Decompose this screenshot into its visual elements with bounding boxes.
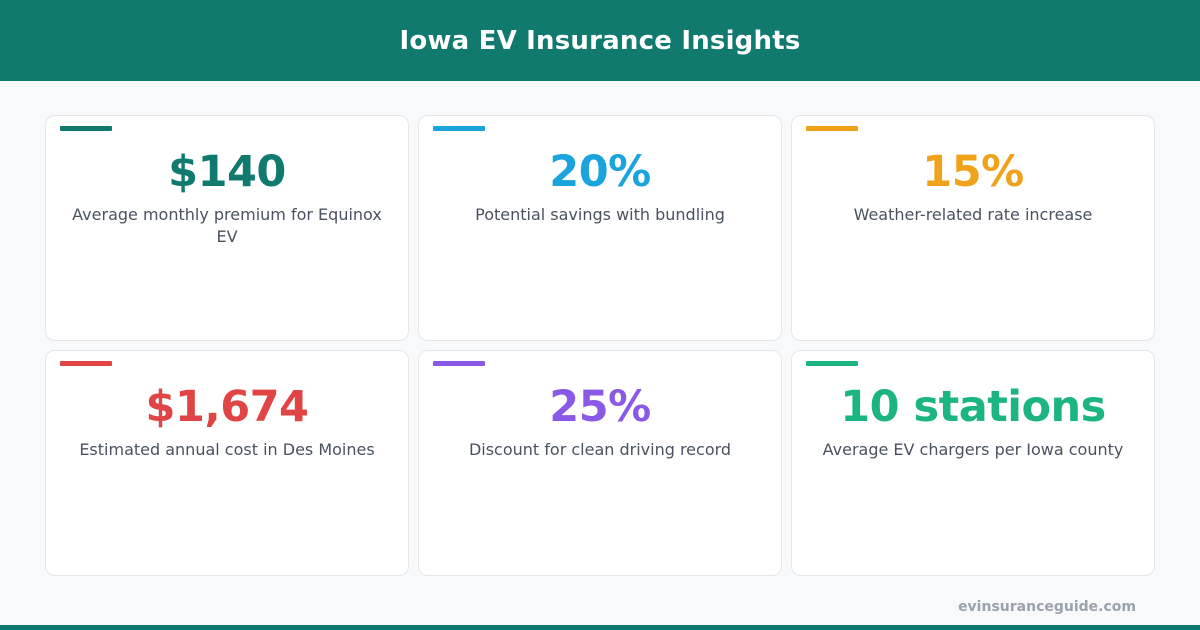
- card-accent-bar: [806, 126, 858, 131]
- card-accent-bar: [60, 361, 112, 366]
- stat-value: $1,674: [145, 382, 309, 432]
- stat-value: 20%: [549, 147, 651, 197]
- card-accent-bar: [433, 126, 485, 131]
- stat-value: 25%: [549, 382, 651, 432]
- site-url[interactable]: evinsuranceguide.com: [958, 599, 1136, 615]
- stat-value: $140: [168, 147, 286, 197]
- stat-card-monthly-premium: $140 Average monthly premium for Equinox…: [45, 115, 409, 341]
- stat-value: 10 stations: [840, 382, 1106, 432]
- stat-label: Estimated annual cost in Des Moines: [79, 440, 375, 459]
- header-banner: Iowa EV Insurance Insights: [0, 0, 1200, 81]
- stat-label: Discount for clean driving record: [468, 440, 732, 459]
- stat-card-weather-increase: 15% Weather-related rate increase: [791, 115, 1155, 341]
- card-accent-bar: [433, 361, 485, 366]
- card-accent-bar: [60, 126, 112, 131]
- stat-value: 15%: [922, 147, 1024, 197]
- footer-accent-bar: [0, 625, 1200, 630]
- stat-label: Average monthly premium for Equinox EV: [72, 205, 382, 246]
- stats-grid: $140 Average monthly premium for Equinox…: [45, 115, 1155, 576]
- stat-label: Average EV chargers per Iowa county: [822, 440, 1124, 459]
- card-accent-bar: [806, 361, 858, 366]
- page-title: Iowa EV Insurance Insights: [399, 25, 801, 56]
- stat-label: Potential savings with bundling: [475, 205, 725, 224]
- stat-card-clean-record-discount: 25% Discount for clean driving record: [418, 350, 782, 576]
- stat-card-bundling-savings: 20% Potential savings with bundling: [418, 115, 782, 341]
- stat-label: Weather-related rate increase: [853, 205, 1093, 224]
- stat-card-annual-cost: $1,674 Estimated annual cost in Des Moin…: [45, 350, 409, 576]
- stat-card-ev-chargers: 10 stations Average EV chargers per Iowa…: [791, 350, 1155, 576]
